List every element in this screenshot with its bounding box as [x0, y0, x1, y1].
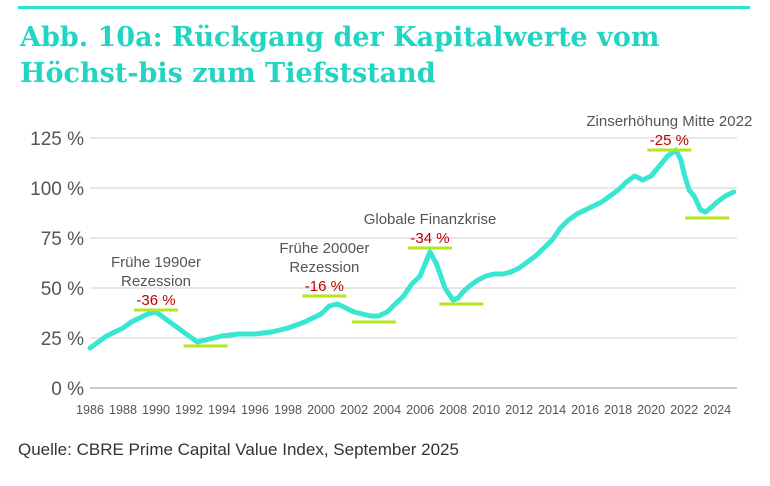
decline-percent-label: -34 % — [410, 230, 449, 247]
series-line — [87, 147, 737, 351]
x-tick-label: 2008 — [439, 402, 467, 417]
annotation-label: Frühe 1990er — [111, 254, 201, 271]
source-note: Quelle: CBRE Prime Capital Value Index, … — [18, 440, 459, 459]
x-tick-label: 1986 — [76, 402, 104, 417]
x-tick-label: 2010 — [472, 402, 500, 417]
title-rule — [18, 6, 750, 9]
x-tick-label: 2014 — [538, 402, 566, 417]
y-tick-label: 25 % — [41, 329, 84, 350]
x-tick-label: 2020 — [637, 402, 665, 417]
annotation-label: Rezession — [289, 259, 359, 276]
x-tick-label: 1996 — [241, 402, 269, 417]
x-tick-label: 2024 — [703, 402, 731, 417]
decline-percent-label: -16 % — [305, 278, 344, 295]
x-tick-label: 2000 — [307, 402, 335, 417]
decline-percent-label: -36 % — [136, 292, 175, 309]
x-tick-label: 1998 — [274, 402, 302, 417]
line-chart: 0 % 25 % 50 % 75 % 100 % 125 % 1986 1988 1990 199… — [30, 113, 752, 417]
y-tick-label: 100 % — [30, 179, 84, 200]
y-tick-label: 50 % — [41, 279, 84, 300]
y-tick-label: 125 % — [30, 129, 84, 150]
x-tick-label: 1992 — [175, 402, 203, 417]
x-tick-label: 1994 — [208, 402, 236, 417]
x-tick-label: 2004 — [373, 402, 401, 417]
y-tick-label: 75 % — [41, 229, 84, 250]
annotation-label: Frühe 2000er — [279, 240, 369, 257]
annotation-label: Globale Finanzkrise — [364, 211, 497, 228]
x-tick-label: 2006 — [406, 402, 434, 417]
x-tick-label: 2016 — [571, 402, 599, 417]
decline-percent-label: -25 % — [650, 132, 689, 149]
chart-title: Abb. 10a: Rückgang der Kapitalwerte vom … — [20, 22, 660, 89]
x-tick-label: 2002 — [340, 402, 368, 417]
annotation-label: Rezession — [121, 273, 191, 290]
x-tick-label: 2018 — [604, 402, 632, 417]
x-tick-label: 1990 — [142, 402, 170, 417]
x-tick-label: 1988 — [109, 402, 137, 417]
annotation-label: Zinserhöhung Mitte 2022 — [586, 113, 752, 130]
x-tick-label: 2022 — [670, 402, 698, 417]
x-tick-label: 2012 — [505, 402, 533, 417]
y-tick-label: 0 % — [51, 379, 84, 400]
